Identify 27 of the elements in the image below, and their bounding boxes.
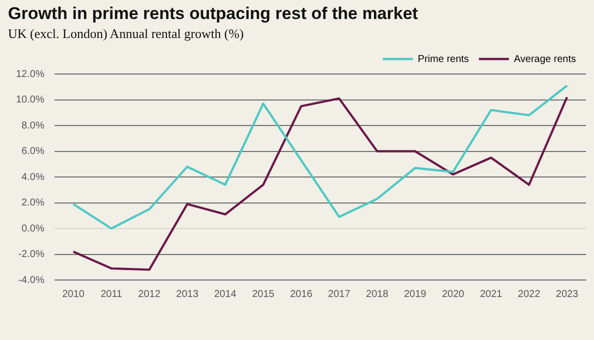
y-tick-label: 6.0% (22, 146, 44, 157)
y-tick-label: 12.0% (16, 68, 44, 80)
x-tick-label: 2014 (214, 288, 237, 300)
chart-subtitle: UK (excl. London) Annual rental growth (%) (8, 26, 244, 42)
x-tick-label: 2015 (252, 288, 275, 300)
y-tick-label: -2.0% (18, 249, 44, 260)
x-tick-label: 2012 (138, 288, 161, 300)
y-tick-label: -4.0% (18, 274, 44, 286)
y-tick-label: 8.0% (22, 120, 44, 132)
y-tick-label: 0.0% (22, 223, 44, 234)
x-tick-label: 2023 (556, 288, 579, 300)
x-tick-label: 2019 (404, 288, 427, 300)
legend-label: Prime rents (418, 54, 469, 65)
x-tick-label: 2011 (100, 288, 122, 300)
y-tick-label: 2.0% (22, 198, 44, 208)
x-tick-label: 2022 (518, 288, 541, 300)
x-tick-label: 2016 (290, 288, 313, 300)
y-tick-label: 4.0% (22, 172, 44, 183)
x-tick-label: 2010 (62, 288, 85, 300)
legend-label: Average rents (514, 54, 576, 65)
x-tick-label: 2020 (442, 288, 465, 300)
y-tick-label: 10.0% (16, 94, 44, 106)
x-tick-label: 2021 (480, 288, 503, 300)
chart-title: Growth in prime rents outpacing rest of the market (8, 4, 418, 24)
x-tick-label: 2018 (366, 288, 389, 300)
x-tick-label: 2013 (176, 288, 199, 300)
x-tick-label: 2017 (328, 288, 351, 300)
